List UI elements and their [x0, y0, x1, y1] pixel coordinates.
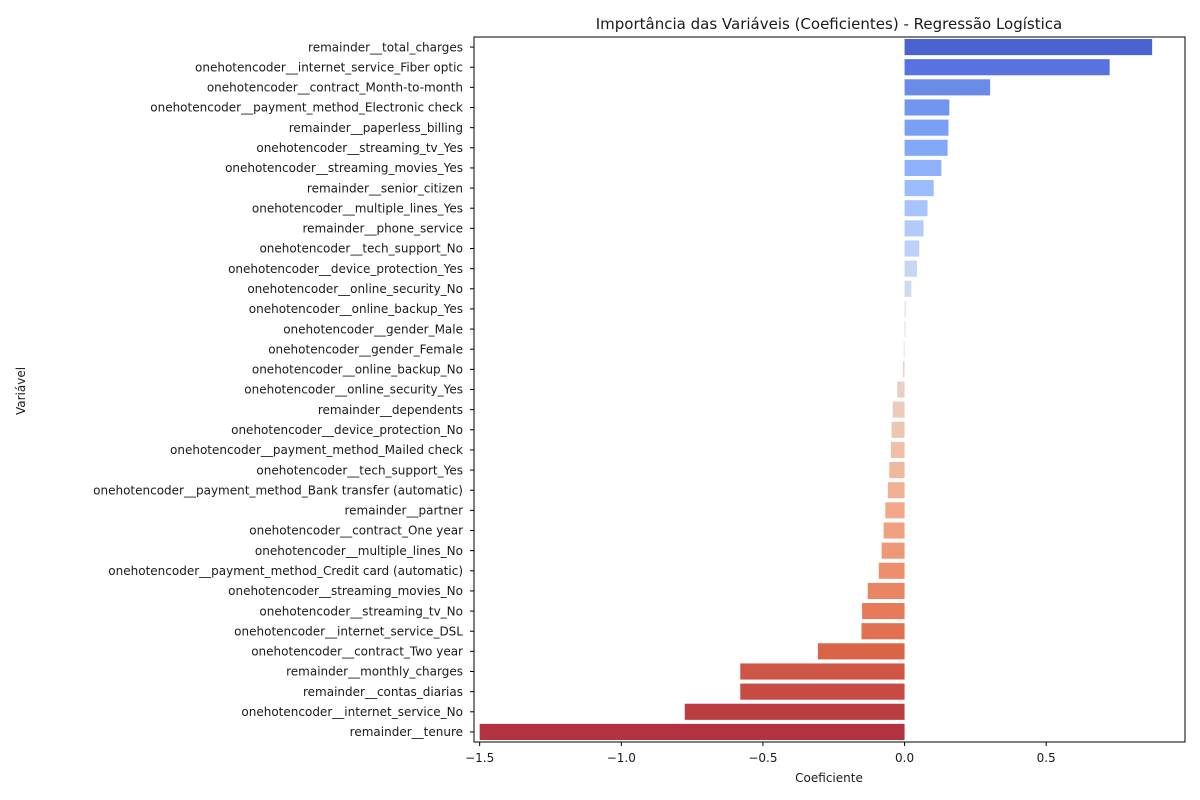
y-tick-label: onehotencoder__device_protection_Yes — [228, 262, 463, 276]
y-tick-label: onehotencoder__payment_method_Bank trans… — [93, 483, 463, 497]
y-tick-label: onehotencoder__payment_method_Credit car… — [108, 564, 463, 578]
bar — [479, 723, 905, 740]
bar — [904, 220, 924, 237]
y-tick-label: remainder__phone_service — [302, 222, 463, 236]
y-tick-label: onehotencoder__tech_support_No — [259, 242, 463, 256]
bar — [897, 381, 905, 398]
y-tick-label: onehotencoder__gender_Female — [268, 342, 463, 356]
x-tick-label: 0.5 — [1037, 751, 1056, 765]
bar — [904, 200, 928, 217]
y-tick-label: remainder__senior_citizen — [307, 181, 463, 195]
bar — [881, 542, 905, 559]
bar — [904, 159, 942, 176]
y-tick-label: onehotencoder__device_protection_No — [231, 423, 463, 437]
bar — [878, 562, 905, 579]
y-tick-label: remainder__total_charges — [308, 40, 463, 54]
y-tick-label: onehotencoder__tech_support_Yes — [256, 463, 463, 477]
bar — [904, 260, 918, 277]
bars-group — [479, 39, 1153, 740]
y-tick-label: remainder__tenure — [350, 725, 463, 739]
bar — [740, 683, 905, 700]
plot-frame — [473, 36, 1186, 743]
y-tick-label: onehotencoder__online_security_No — [247, 282, 463, 296]
bar — [902, 361, 905, 378]
bar — [861, 623, 905, 640]
y-tick-label: onehotencoder__contract_Two year — [251, 645, 463, 659]
bar — [867, 582, 905, 599]
y-tick-label: onehotencoder__payment_method_Electronic… — [150, 101, 463, 115]
y-tick-label: onehotencoder__contract_Month-to-month — [207, 81, 463, 95]
y-tick-label: onehotencoder__contract_One year — [249, 524, 463, 538]
y-tick-label: remainder__monthly_charges — [286, 665, 463, 679]
y-tick-label: onehotencoder__streaming_movies_No — [228, 584, 463, 598]
y-tick-label: remainder__partner — [345, 504, 464, 518]
y-tick-label: onehotencoder__multiple_lines_Yes — [252, 201, 463, 215]
x-tick-label: −1.0 — [607, 751, 636, 765]
bar — [889, 462, 905, 479]
bar — [904, 99, 950, 116]
bar — [890, 441, 905, 458]
bar — [904, 39, 1153, 56]
y-tick-label: onehotencoder__payment_method_Mailed che… — [170, 443, 463, 457]
bar — [904, 321, 906, 338]
bar — [904, 240, 920, 257]
y-tick-label: onehotencoder__online_security_Yes — [244, 383, 463, 397]
x-tick-label: 0.0 — [895, 751, 914, 765]
y-tick-label: onehotencoder__streaming_tv_No — [259, 604, 463, 618]
x-tick-label: −1.5 — [465, 751, 494, 765]
bar — [904, 79, 991, 96]
bar — [740, 663, 905, 680]
bar — [903, 341, 905, 358]
x-tick-label: −0.5 — [748, 751, 777, 765]
y-axis-label: Variável — [14, 367, 28, 415]
bar — [817, 643, 905, 660]
y-tick-label: onehotencoder__online_backup_No — [252, 363, 463, 377]
bar — [904, 139, 948, 156]
bar — [904, 300, 906, 317]
bar — [887, 482, 905, 499]
y-tick-label: remainder__dependents — [318, 403, 463, 417]
bar — [891, 421, 905, 438]
y-tick-label: onehotencoder__streaming_tv_Yes — [256, 141, 463, 155]
y-tick-label: onehotencoder__online_backup_Yes — [249, 302, 463, 316]
y-tick-label: remainder__contas_diarias — [303, 685, 463, 699]
y-tick-label: onehotencoder__gender_Male — [283, 322, 463, 336]
y-tick-label: onehotencoder__streaming_movies_Yes — [225, 161, 463, 175]
y-tick-label: onehotencoder__internet_service_Fiber op… — [195, 60, 463, 74]
x-ticks: −1.5 −1.0 −0.5 0.0 0.5 — [465, 742, 1056, 765]
y-tick-label: onehotencoder__internet_service_DSL — [234, 624, 463, 638]
bar — [885, 502, 905, 519]
bar — [904, 180, 934, 197]
bar — [904, 119, 949, 136]
y-tick-label: onehotencoder__multiple_lines_No — [255, 544, 463, 558]
x-axis-label: Coeficiente — [795, 771, 863, 785]
y-tick-label: onehotencoder__internet_service_No — [241, 705, 463, 719]
bar — [904, 59, 1110, 76]
y-tick-label: remainder__paperless_billing — [289, 121, 463, 135]
bar — [904, 280, 912, 297]
bar — [883, 522, 905, 539]
bar — [684, 703, 905, 720]
bar — [892, 401, 905, 418]
chart-title: Importância das Variáveis (Coeficientes)… — [596, 15, 1062, 33]
bar — [862, 603, 905, 620]
y-tick-labels: remainder__total_charges onehotencoder__i… — [93, 40, 474, 739]
